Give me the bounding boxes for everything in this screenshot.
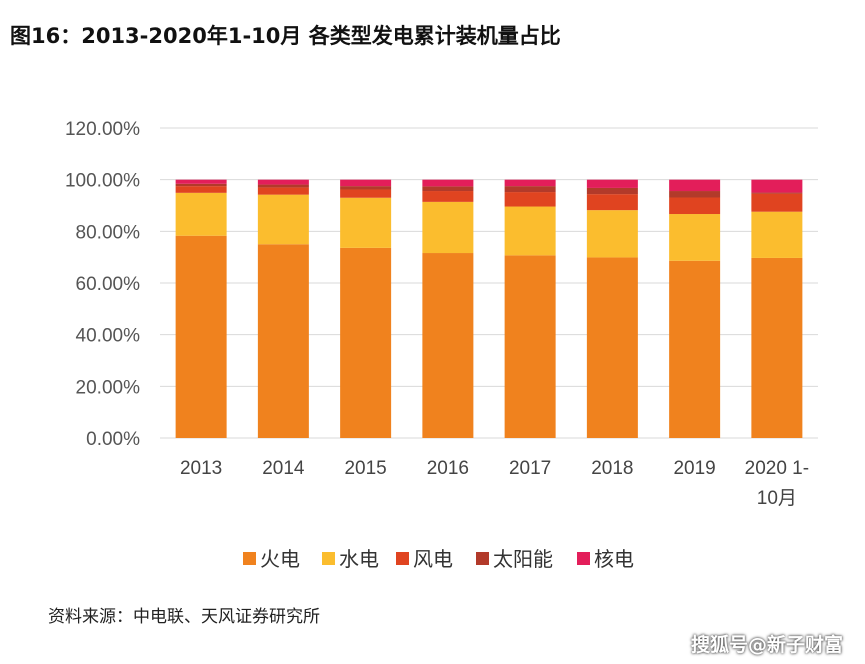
bar-segment: [422, 186, 474, 192]
y-tick-label: 80.00%: [76, 222, 141, 243]
bar-segment: [175, 192, 227, 236]
bar-segment: [751, 179, 803, 193]
bar-segment: [257, 244, 309, 438]
bar-segment: [669, 197, 721, 215]
x-tick-label: 2016: [427, 458, 469, 479]
source-note: 资料来源：中电联、天风证券研究所: [48, 607, 320, 627]
bar-segment: [586, 210, 638, 258]
legend-label: 水电: [339, 547, 379, 571]
bar-segment: [504, 179, 556, 187]
bar-segment: [257, 194, 309, 245]
legend-swatch: [577, 552, 590, 565]
bar-segment: [422, 201, 474, 254]
x-tick-label: 2020 1-: [745, 458, 809, 479]
bars: [175, 179, 803, 438]
bar-segment: [340, 186, 392, 190]
y-axis: 0.00% 20.00% 40.00% 60.00% 80.00% 100.00% 120.…: [65, 119, 140, 450]
x-axis: 2013 2014 2015 2016 2017 2018 2019 2020 1- 10月: [180, 458, 809, 509]
y-tick-label: 0.00%: [86, 429, 140, 450]
bar-segment: [422, 179, 474, 187]
bar-segment: [175, 235, 227, 438]
y-tick-label: 60.00%: [76, 274, 141, 295]
bar-segment: [504, 255, 556, 438]
legend-label: 火电: [260, 547, 300, 571]
bar-segment: [422, 191, 474, 202]
bar-segment: [751, 193, 803, 212]
x-tick-label: 2018: [591, 458, 633, 479]
bar-segment: [586, 187, 638, 195]
legend-label: 核电: [594, 547, 634, 571]
legend-label: 风电: [413, 547, 453, 571]
y-tick-label: 120.00%: [65, 119, 140, 140]
bar-segment: [175, 186, 227, 193]
x-tick-label: 2013: [180, 458, 222, 479]
bar-segment: [257, 184, 309, 188]
stacked-bar-chart: 0.00% 20.00% 40.00% 60.00% 80.00% 100.00% 120.…: [65, 119, 818, 571]
x-tick-label: 2015: [344, 458, 386, 479]
bar-segment: [504, 206, 556, 256]
legend-label: 太阳能: [493, 547, 553, 571]
bar-segment: [669, 191, 721, 198]
watermark: 搜狐号@新子财富: [690, 634, 843, 656]
legend-swatch: [322, 552, 335, 565]
legend-swatch: [476, 552, 489, 565]
bar-segment: [751, 211, 803, 258]
bar-segment: [586, 257, 638, 438]
bar-segment: [751, 257, 803, 438]
bar-segment: [504, 192, 556, 207]
bar-segment: [751, 192, 803, 194]
bar-segment: [175, 179, 227, 184]
x-tick-label: 2017: [509, 458, 551, 479]
bar-segment: [586, 194, 638, 211]
bar-segment: [175, 183, 227, 187]
bar-segment: [257, 179, 309, 185]
bar-segment: [586, 179, 638, 188]
x-tick-label: 2019: [673, 458, 715, 479]
bar-segment: [669, 260, 721, 438]
legend-swatch: [243, 552, 256, 565]
bar-segment: [422, 253, 474, 438]
bar-segment: [340, 247, 392, 438]
legend-swatch: [396, 552, 409, 565]
bar-segment: [669, 214, 721, 261]
y-tick-label: 100.00%: [65, 171, 140, 192]
y-tick-label: 20.00%: [76, 377, 141, 398]
bar-segment: [340, 189, 392, 198]
bar-segment: [340, 179, 392, 187]
legend: 火电 水电 风电 太阳能 核电: [243, 547, 634, 571]
x-tick-label: 10月: [757, 488, 797, 509]
x-tick-label: 2014: [262, 458, 305, 479]
bar-segment: [504, 186, 556, 193]
y-tick-label: 40.00%: [76, 326, 141, 347]
bar-segment: [340, 197, 392, 248]
chart-title: 图16：2013-2020年1-10月 各类型发电累计装机量占比: [10, 24, 561, 48]
bar-segment: [669, 179, 721, 192]
bar-segment: [257, 187, 309, 195]
